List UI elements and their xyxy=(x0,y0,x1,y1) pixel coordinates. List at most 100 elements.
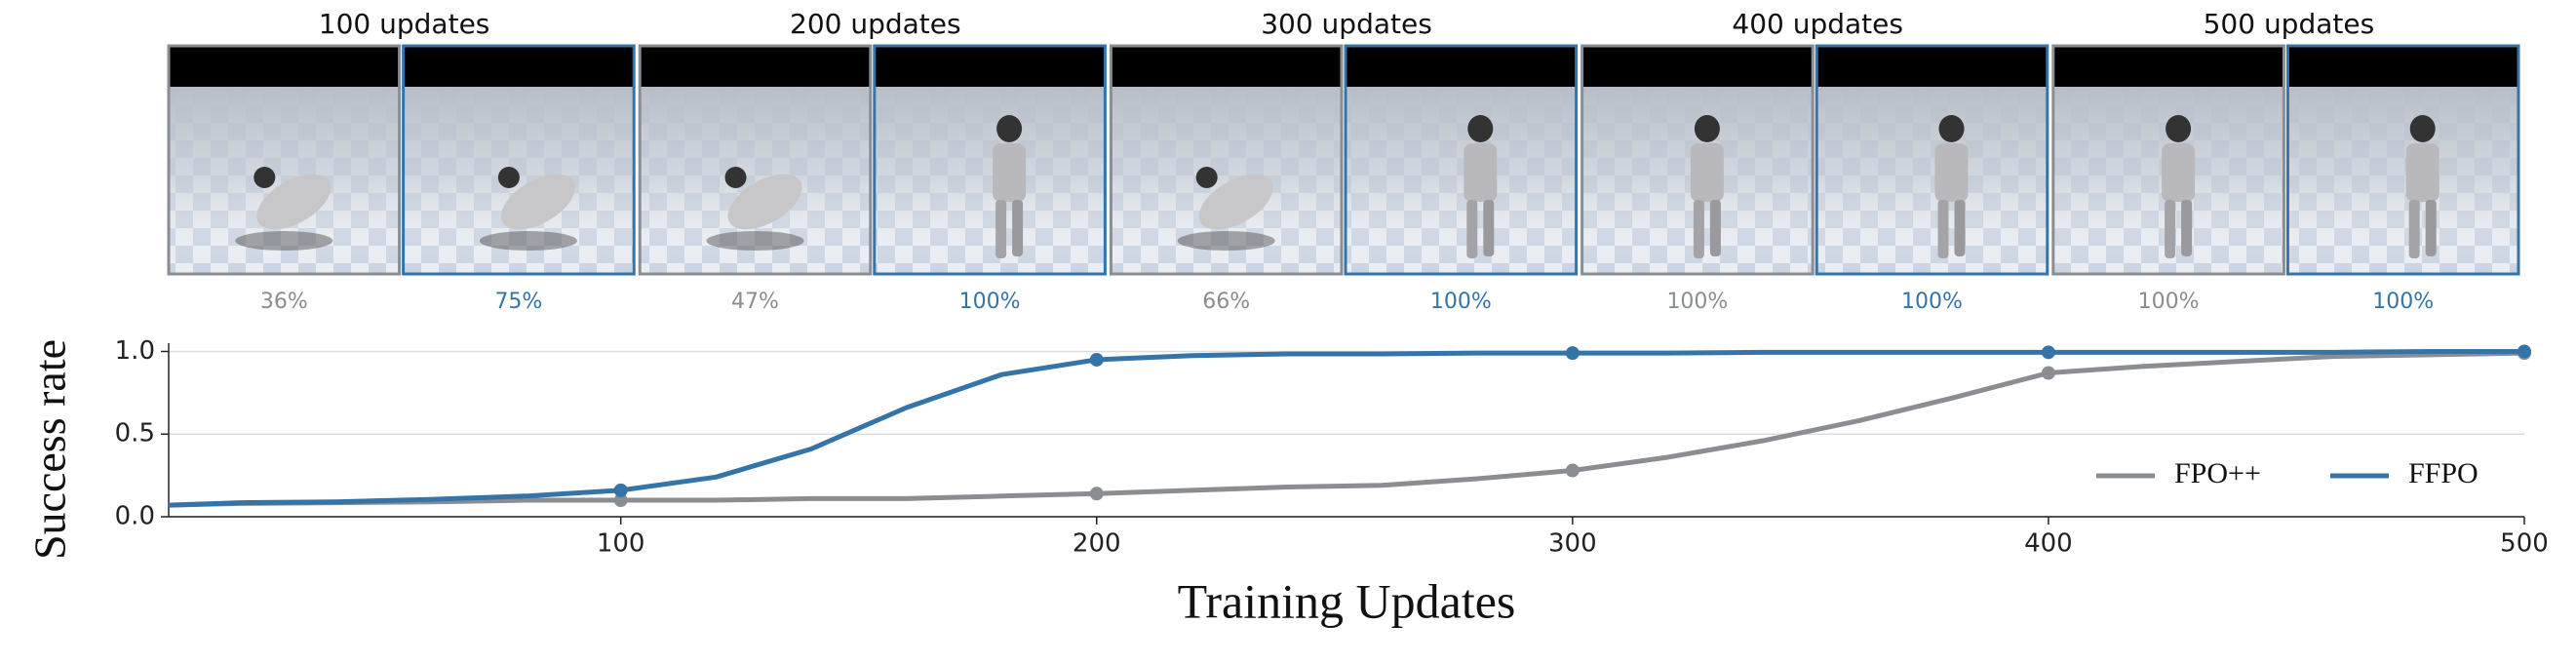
robot-fallen xyxy=(1198,174,1273,230)
floor-fog xyxy=(874,85,1106,274)
robot-body xyxy=(1464,143,1498,202)
panel-title: 400 updates xyxy=(1732,8,1903,40)
robot-leg xyxy=(1012,200,1024,256)
image-border xyxy=(2285,44,2520,276)
checkpoint-marker xyxy=(2517,344,2531,359)
robot-body xyxy=(1690,143,1724,202)
robot-shadow xyxy=(235,231,333,251)
image-border xyxy=(1581,44,1815,276)
success-label: 100% xyxy=(2372,290,2434,314)
checkpoint-marker xyxy=(2041,345,2055,360)
robot-leg xyxy=(2165,200,2176,258)
sky xyxy=(2052,46,2284,87)
y-tick-label: 1.0 xyxy=(115,336,155,366)
sim-image xyxy=(1581,44,1815,276)
robot-head xyxy=(1938,115,1965,142)
robot-head xyxy=(1467,115,1494,142)
sky xyxy=(1581,46,1814,87)
success-label: 36% xyxy=(260,290,308,314)
robot-leg xyxy=(2408,200,2420,258)
sky xyxy=(874,46,1106,87)
sim-image xyxy=(873,44,1107,276)
floor-fog xyxy=(1346,85,1577,274)
checkpoint-marker xyxy=(1089,352,1104,367)
panel-title: 300 updates xyxy=(1261,8,1432,40)
image-border xyxy=(2051,44,2285,276)
robot-head xyxy=(1694,115,1720,142)
success-label: 100% xyxy=(1666,290,1728,314)
legend-label: FFPO xyxy=(2408,457,2478,489)
robot-leg xyxy=(2425,200,2437,256)
panel-title: 200 updates xyxy=(790,8,961,40)
image-border xyxy=(1815,44,2049,276)
robot-body xyxy=(993,143,1027,202)
robot-fallen xyxy=(727,174,802,230)
success-label: 47% xyxy=(731,290,779,314)
success-label: 100% xyxy=(959,290,1021,314)
robot-head xyxy=(2166,115,2192,142)
image-border xyxy=(638,44,873,276)
image-border xyxy=(402,44,636,276)
success-label: 75% xyxy=(494,290,542,314)
sim-image xyxy=(2051,44,2285,276)
checkpoint-marker xyxy=(613,493,628,508)
sky xyxy=(1816,46,2048,87)
robot-leg xyxy=(2181,200,2193,256)
robot-fallen xyxy=(500,174,575,230)
robot-leg xyxy=(1483,200,1495,256)
panel-title: 100 updates xyxy=(319,8,490,40)
robot-head xyxy=(2409,115,2436,142)
robot-head xyxy=(724,167,747,188)
robot-body xyxy=(2405,143,2439,202)
robot-leg xyxy=(1954,200,1966,256)
legend-label: FPO++ xyxy=(2174,457,2261,489)
sky xyxy=(2287,46,2518,87)
success-label: 100% xyxy=(2138,290,2200,314)
floor-fog xyxy=(2287,85,2518,274)
sky xyxy=(1111,46,1342,87)
sim-image xyxy=(1344,44,1579,276)
panel-title: 500 updates xyxy=(2204,8,2375,40)
robot-body xyxy=(2162,143,2196,202)
sky xyxy=(169,46,400,87)
success-label: 100% xyxy=(1430,290,1492,314)
image-border xyxy=(1109,44,1344,276)
floor-fog xyxy=(1816,85,2048,274)
sky xyxy=(403,46,635,87)
sim-image xyxy=(1109,44,1344,276)
series-line xyxy=(168,350,2525,508)
series-line xyxy=(168,348,2524,508)
robot-head xyxy=(996,115,1023,142)
robot-leg xyxy=(995,200,1007,258)
sim-image xyxy=(402,44,636,276)
panels: 100 updates 36% 75% 200 updates 47% 100% 300 u… xyxy=(167,8,2520,314)
robot-shadow xyxy=(706,231,804,251)
success-label: 66% xyxy=(1202,290,1250,314)
checkpoint-marker xyxy=(2041,366,2055,380)
y-axis-label: Success rate xyxy=(25,339,75,560)
sim-image xyxy=(2285,44,2520,276)
sim-image xyxy=(167,44,402,276)
success-label: 100% xyxy=(1901,290,1963,314)
sky xyxy=(1346,46,1577,87)
checkpoint-marker xyxy=(1565,463,1580,478)
image-border xyxy=(1344,44,1579,276)
x-axis-label: Training Updates xyxy=(1178,573,1516,628)
robot-fallen xyxy=(256,174,332,230)
robot-leg xyxy=(1937,200,1949,258)
robot-leg xyxy=(1466,200,1478,258)
robot-leg xyxy=(1693,200,1704,258)
robot-shadow xyxy=(479,231,577,251)
sim-image xyxy=(638,44,873,276)
sim-image xyxy=(1815,44,2049,276)
x-tick-label: 100 xyxy=(597,529,645,559)
robot-body xyxy=(1934,143,1969,202)
robot-head xyxy=(254,167,276,188)
image-border xyxy=(167,44,402,276)
robot-leg xyxy=(1709,200,1721,256)
legend: FPO++ FFPO xyxy=(2096,457,2478,489)
chart: 0.0 0.5 1.0 100 200 300 400 500 Training Updates… xyxy=(25,336,2549,628)
robot-shadow xyxy=(1177,231,1275,251)
checkpoint-marker xyxy=(613,483,628,497)
x-tick-label: 200 xyxy=(1073,529,1121,559)
